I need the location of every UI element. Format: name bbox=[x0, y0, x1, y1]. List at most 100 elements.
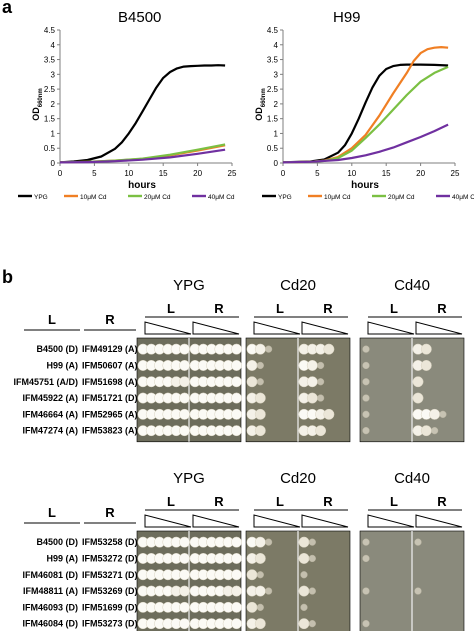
colony-spot bbox=[254, 536, 266, 548]
legend-label-2: 10μM Cd bbox=[80, 194, 107, 201]
line-chart-h99: H99 0 0.5 1 1.5 2 2.5 3 3.5 4 4.5 0 5 10 15 20 25 hours OD… bbox=[254, 9, 460, 191]
y-tick-label: 1.5 bbox=[267, 115, 279, 124]
strain-label-right: IFM53269 (D) bbox=[82, 586, 138, 596]
colony-spot bbox=[298, 536, 310, 548]
colony-spot bbox=[256, 571, 264, 579]
colony-spot bbox=[179, 425, 190, 437]
x-tick-label: 20 bbox=[416, 169, 425, 178]
legend-label-1: YPG bbox=[278, 194, 292, 201]
colony-spot bbox=[362, 410, 370, 418]
lr-label: R bbox=[323, 494, 333, 509]
y-tick-label: 0.5 bbox=[267, 144, 279, 153]
colony-spot bbox=[231, 601, 242, 613]
dilution-triangle bbox=[367, 321, 415, 335]
panel-a-label: a bbox=[2, 0, 13, 17]
colony-spot bbox=[412, 392, 424, 404]
strain-label-left: IFM46093 (D) bbox=[22, 602, 78, 612]
strain-label-left: IFM46081 (D) bbox=[22, 570, 78, 580]
colony-spot bbox=[254, 425, 266, 437]
colony-spot bbox=[231, 343, 242, 355]
strain-label-left: IFM45751 (A/D) bbox=[13, 377, 78, 387]
colony-spot bbox=[231, 376, 242, 388]
strain-label-right: IFM50607 (A) bbox=[82, 360, 138, 370]
legend-label-3: 20μM Cd bbox=[144, 194, 171, 201]
colony-spot bbox=[420, 360, 432, 371]
y-tick-label: 4.5 bbox=[44, 26, 56, 35]
y-tick-label: 2 bbox=[51, 100, 56, 109]
colony-spot bbox=[256, 361, 264, 370]
spot-assay-block-1: YPG L R Cd20 L R Cd40 L R L R B4500 (D) IFM49129 (A)… bbox=[13, 277, 465, 443]
colony-spot bbox=[420, 343, 432, 355]
colony-spot bbox=[362, 587, 370, 595]
chart-title: B4500 bbox=[118, 9, 161, 26]
colony-spot bbox=[308, 538, 316, 546]
colony-spot bbox=[231, 553, 242, 564]
dilution-triangle bbox=[367, 514, 415, 528]
strain-label-right: IFM53272 (D) bbox=[82, 553, 138, 563]
colony-spot bbox=[323, 343, 335, 355]
legend-label-3: 20μM Cd bbox=[388, 194, 415, 201]
condition-header: YPG bbox=[173, 277, 205, 294]
strain-label-right: IFM53823 (A) bbox=[82, 426, 138, 436]
y-axis-label: OD660nm bbox=[254, 88, 267, 121]
strain-column-header-L: L bbox=[48, 505, 56, 520]
colony-spot bbox=[430, 427, 439, 435]
dilution-triangle bbox=[192, 514, 240, 528]
colony-spot bbox=[231, 360, 242, 371]
strain-label-left: IFM48811 (A) bbox=[23, 586, 78, 596]
legend-h99: YPG 10μM Cd 20μM Cd 40μM Cd bbox=[262, 194, 474, 201]
colony-spot bbox=[179, 569, 190, 581]
strain-label-right: IFM52965 (A) bbox=[82, 409, 138, 419]
legend-label-4: 40μM Cd bbox=[452, 194, 474, 201]
colony-spot bbox=[254, 408, 266, 420]
y-tick-label: 3 bbox=[274, 70, 279, 79]
colony-spot bbox=[362, 361, 370, 370]
colony-spot bbox=[231, 425, 242, 437]
dilution-triangle bbox=[415, 321, 463, 335]
colony-spot bbox=[306, 392, 318, 404]
colony-spot bbox=[231, 408, 242, 420]
chart-title: H99 bbox=[333, 9, 361, 26]
x-tick-label: 5 bbox=[315, 169, 320, 178]
y-tick-label: 2.5 bbox=[267, 85, 279, 94]
y-tick-label: 0.5 bbox=[44, 144, 56, 153]
strain-label-left: IFM47274 (A) bbox=[22, 426, 78, 436]
colony-spot bbox=[298, 585, 310, 597]
condition-header: Cd40 bbox=[394, 277, 430, 294]
x-tick-label: 0 bbox=[281, 169, 286, 178]
colony-spot bbox=[179, 376, 190, 388]
colony-spot bbox=[362, 538, 370, 546]
legend-b4500: YPG 10μM Cd 20μM Cd 40μM Cd bbox=[18, 194, 235, 201]
colony-spot bbox=[362, 554, 370, 563]
strain-label-left: IFM45922 (A) bbox=[22, 393, 78, 403]
colony-spot bbox=[362, 620, 370, 628]
x-tick-label: 5 bbox=[92, 169, 97, 178]
colony-spot bbox=[439, 410, 447, 418]
legend-label-2: 10μM Cd bbox=[324, 194, 351, 201]
x-axis-label: hours bbox=[351, 180, 379, 191]
lr-label: L bbox=[276, 301, 284, 316]
colony-spot bbox=[316, 378, 325, 386]
strain-label-right: IFM51699 (D) bbox=[82, 602, 138, 612]
colony-spot bbox=[315, 425, 327, 437]
colony-spot bbox=[179, 343, 190, 355]
colony-spot bbox=[231, 392, 242, 404]
colony-spot bbox=[414, 587, 422, 595]
colony-spot bbox=[306, 376, 318, 388]
y-tick-label: 2 bbox=[274, 100, 279, 109]
colony-spot bbox=[316, 361, 325, 370]
line-chart-b4500: B4500 0 0.5 1 1.5 2 2.5 3 3.5 4 4.5 0 5 10 15 20 25 hours… bbox=[31, 9, 237, 191]
y-tick-label: 2.5 bbox=[44, 85, 56, 94]
series-line-1 bbox=[59, 64, 226, 164]
colony-spot bbox=[179, 585, 190, 597]
condition-header: Cd20 bbox=[280, 277, 316, 294]
colony-spot bbox=[231, 618, 242, 630]
y-axis-label: OD660nm bbox=[31, 88, 44, 121]
colony-spot bbox=[414, 538, 422, 546]
x-tick-label: 15 bbox=[159, 169, 168, 178]
strain-label-left: H99 (A) bbox=[46, 360, 78, 370]
colony-spot bbox=[362, 378, 370, 386]
colony-spot bbox=[298, 618, 310, 630]
colony-spot bbox=[254, 618, 266, 630]
colony-spot bbox=[179, 536, 190, 548]
